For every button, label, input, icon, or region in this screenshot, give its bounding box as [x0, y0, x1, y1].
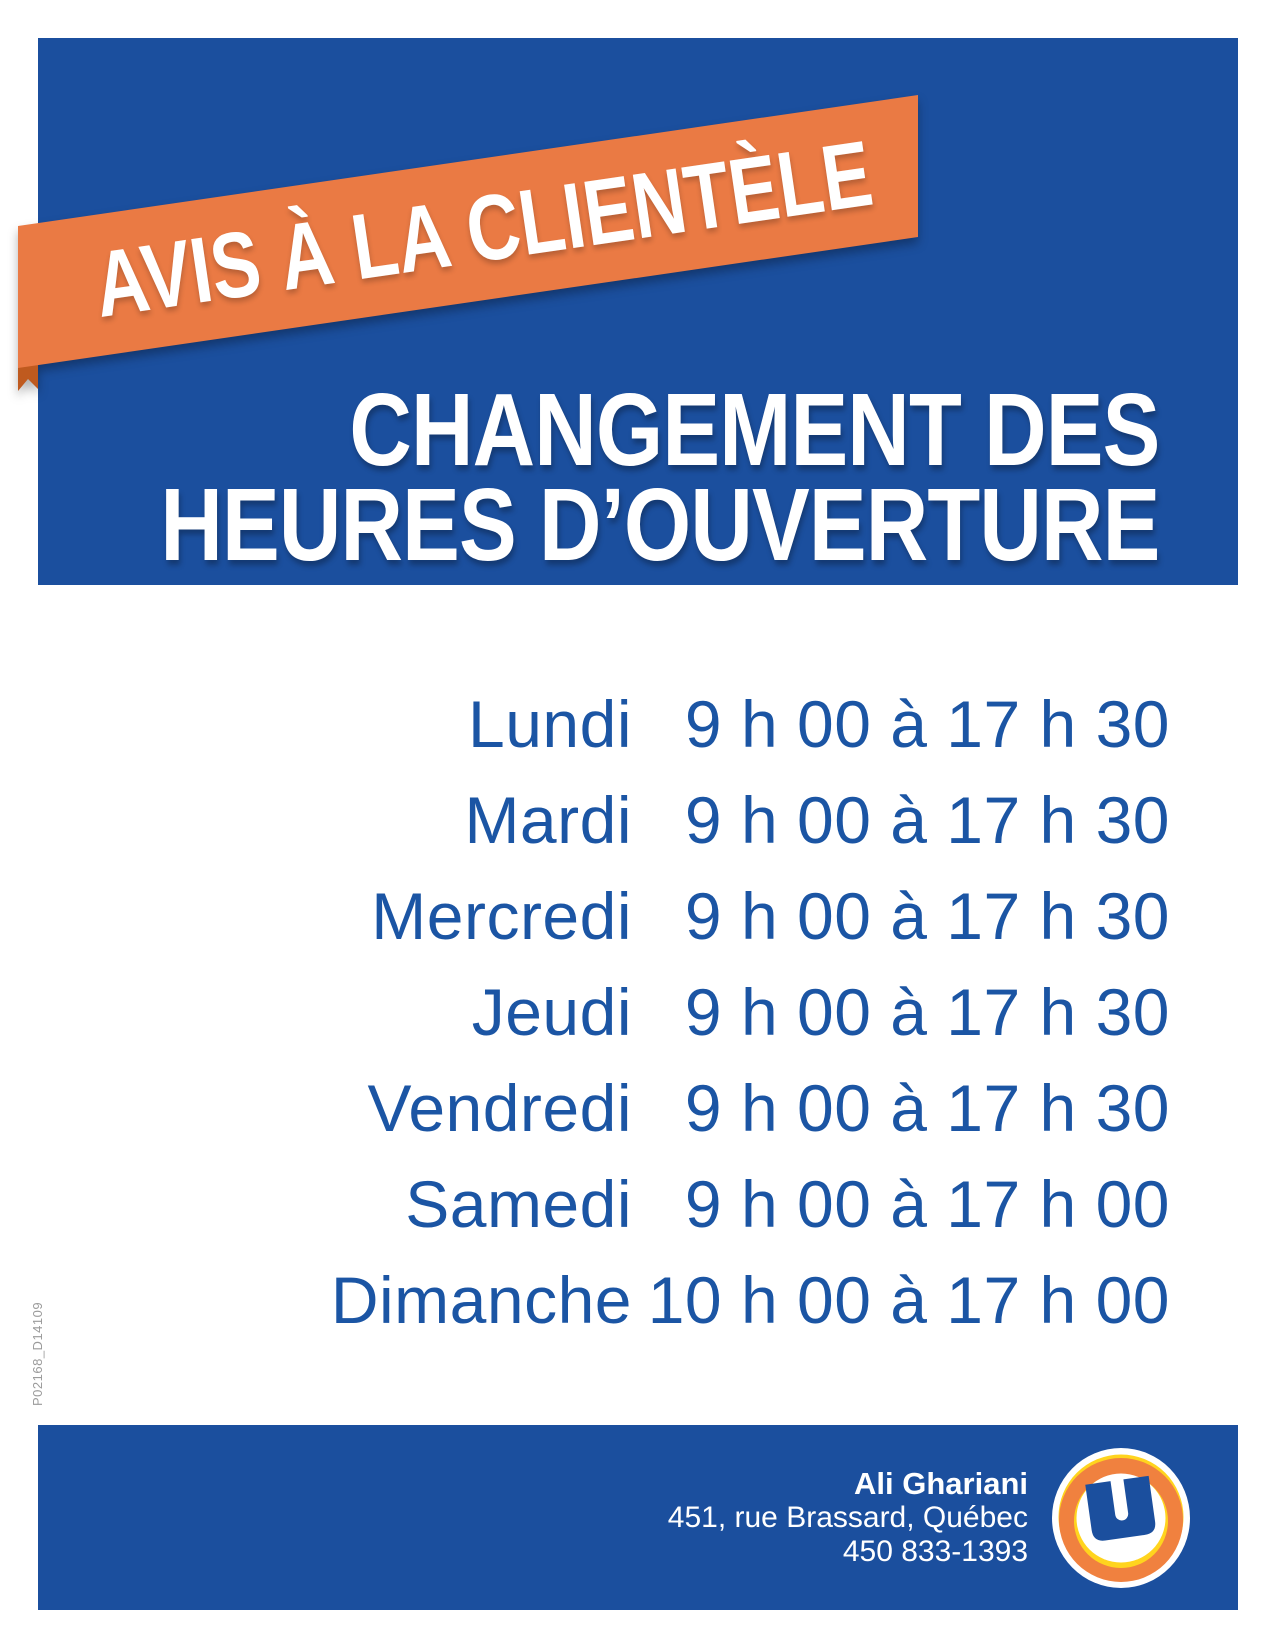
day-label: Mardi — [464, 783, 632, 857]
hours-value: 9 h 00 à 17 h 00 — [684, 1167, 1170, 1241]
hours-value: 9 h 00 à 17 h 30 — [684, 1071, 1170, 1145]
day-label: Samedi — [405, 1167, 632, 1241]
hours-value: 9 h 00 à 17 h 30 — [684, 879, 1170, 953]
day-label: Dimanche — [330, 1263, 632, 1337]
page-title: CHANGEMENT DES HEURES D’OUVERTURE — [160, 372, 1161, 582]
u-letter — [1085, 1475, 1156, 1541]
day-label: Lundi — [468, 687, 632, 761]
hours-value: 9 h 00 à 17 h 30 — [684, 975, 1170, 1049]
owner-name: Ali Ghariani — [854, 1466, 1028, 1501]
u-logo — [1052, 1448, 1190, 1588]
day-label: Mercredi — [371, 879, 632, 953]
day-label: Jeudi — [471, 975, 632, 1049]
hours-value: 10 h 00 à 17 h 00 — [647, 1263, 1170, 1337]
day-label: Vendredi — [367, 1071, 632, 1145]
store-address: 451, rue Brassard, Québec — [667, 1501, 1028, 1534]
page-title-line1: CHANGEMENT DES — [349, 372, 1161, 487]
ribbon-fold — [18, 364, 38, 391]
hours-value: 9 h 00 à 17 h 30 — [684, 783, 1170, 857]
hours-value: 9 h 00 à 17 h 30 — [684, 687, 1170, 761]
store-info: Ali Ghariani 451, rue Brassard, Québec 4… — [668, 1467, 1028, 1569]
footer-panel: Ali Ghariani 451, rue Brassard, Québec 4… — [38, 1425, 1238, 1610]
store-phone: 450 833-1393 — [842, 1535, 1028, 1568]
production-code-label: P02168_D14109 — [30, 1301, 45, 1406]
page-title-line2: HEURES D’OUVERTURE — [160, 467, 1161, 582]
opening-hours-table: Lundi 9 h 00 à 17 h 30 Mardi 9 h 00 à 17… — [0, 676, 1170, 1348]
